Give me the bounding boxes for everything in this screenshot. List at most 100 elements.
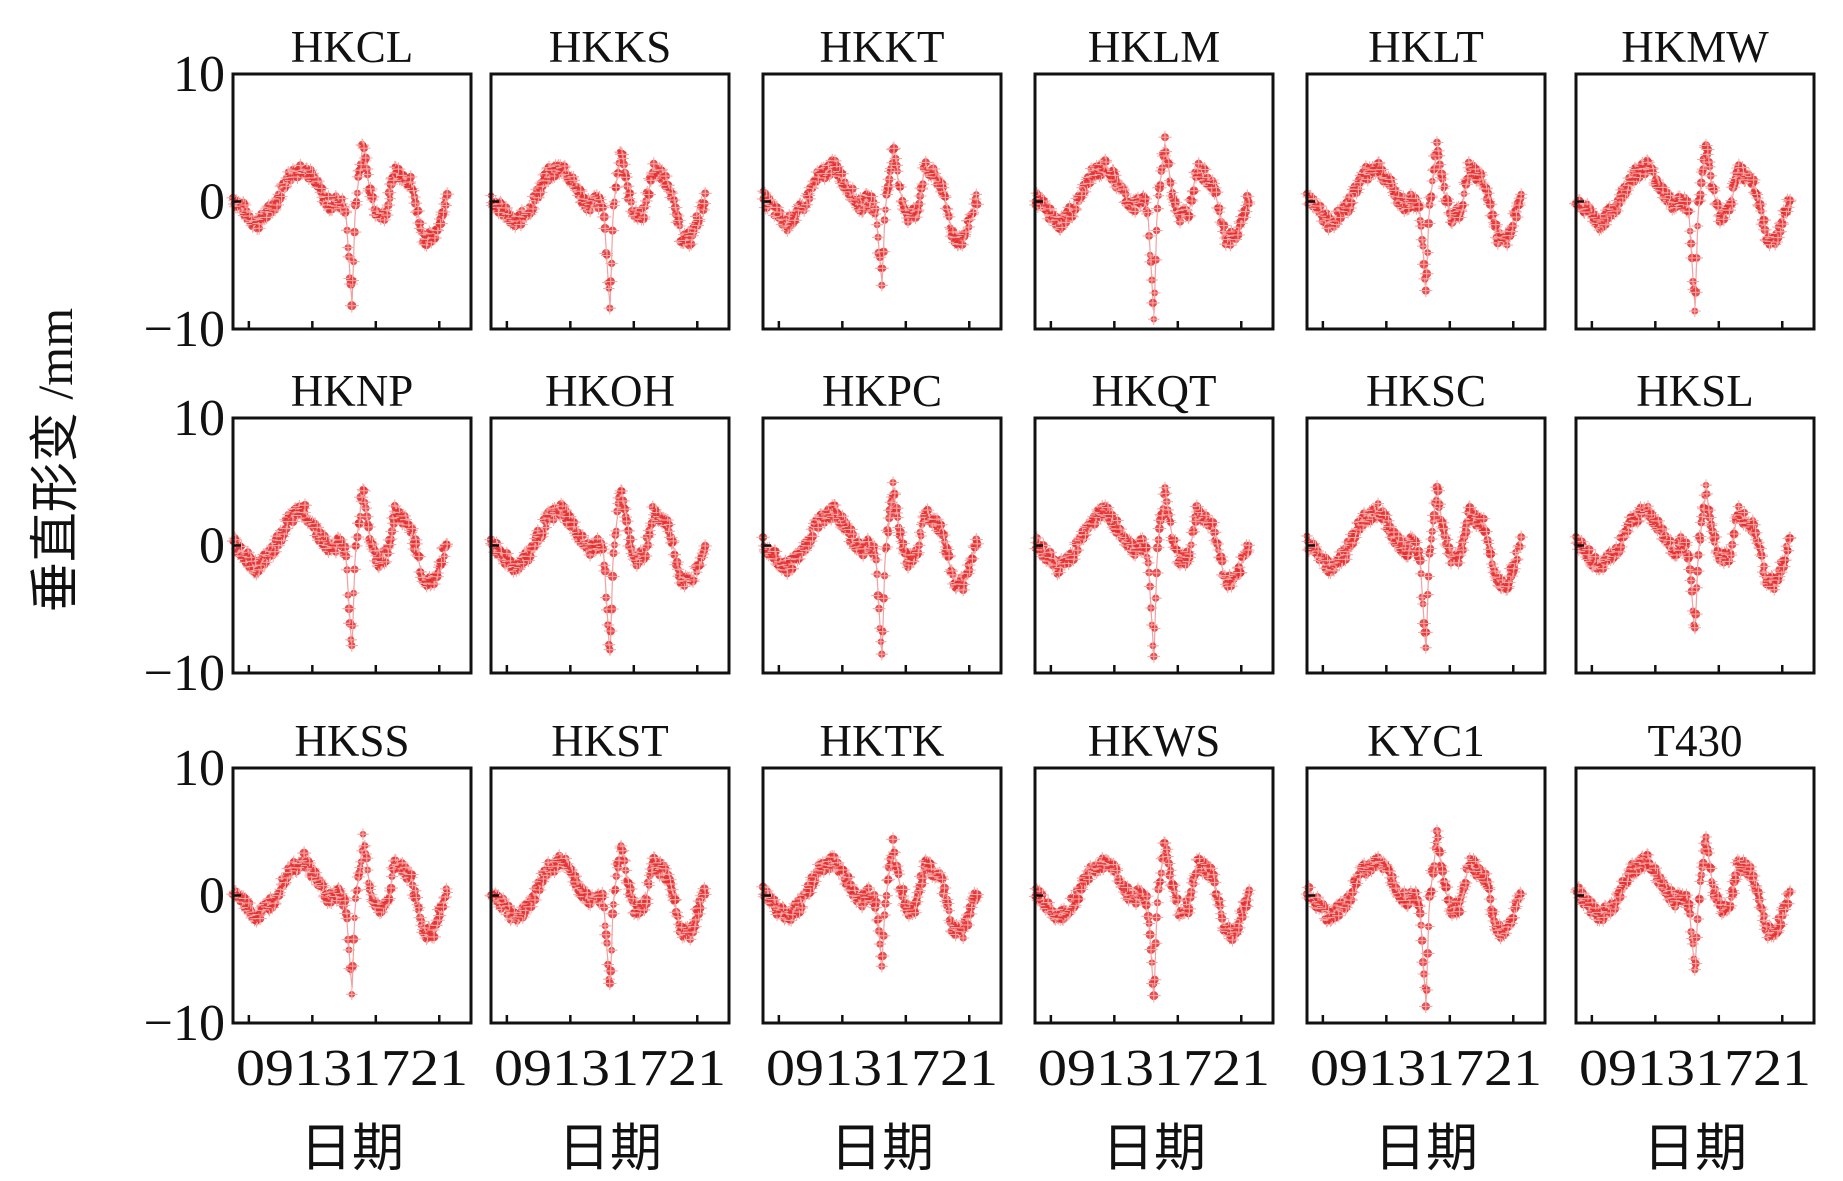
data-point — [280, 180, 293, 193]
data-point — [1438, 180, 1451, 193]
data-point — [597, 209, 612, 224]
data-point — [336, 192, 349, 205]
data-point — [1148, 313, 1160, 325]
panel-title: HKLM — [1088, 22, 1221, 72]
data-point — [603, 274, 618, 289]
panel-hkmw: HKMW — [1569, 22, 1816, 331]
x-axis-label: 日期 — [1643, 1121, 1747, 1178]
data-point — [1158, 130, 1172, 144]
data-point — [1430, 136, 1444, 149]
data-point — [599, 591, 613, 604]
data-point — [347, 225, 362, 239]
panel-hksl: HKSL — [1569, 366, 1816, 675]
data-point — [659, 169, 673, 183]
panel-hkpc: HKPC — [756, 366, 1003, 675]
data-point — [605, 257, 618, 270]
data-point — [350, 195, 363, 208]
data-point — [617, 157, 631, 172]
data-point — [363, 181, 378, 196]
data-point — [345, 639, 358, 652]
y-tick-label: 0 — [199, 868, 225, 925]
data-point — [346, 274, 359, 287]
data-point — [384, 881, 399, 896]
data-point — [436, 205, 451, 219]
data-point — [357, 141, 371, 155]
data-point — [1419, 999, 1433, 1014]
data-point — [1483, 892, 1497, 906]
data-point — [1420, 626, 1433, 639]
data-point — [361, 864, 374, 876]
x-tick-labels: 09131721 — [494, 1040, 726, 1097]
y-tick-label: 0 — [199, 518, 225, 575]
data-point — [1159, 487, 1173, 500]
x-axis-label: 日期 — [830, 1121, 934, 1178]
data-point — [345, 988, 358, 1001]
data-point — [887, 141, 901, 156]
data-point — [1147, 650, 1161, 663]
data-point — [1688, 621, 1702, 635]
y-axis-label: 垂直形变 /mm — [27, 308, 83, 612]
data-point — [1415, 933, 1429, 948]
data-point — [351, 187, 364, 199]
data-point — [876, 262, 889, 275]
data-point — [599, 919, 612, 932]
x-tick-labels: 09131721 — [236, 1040, 468, 1097]
y-tick-label: 10 — [173, 740, 225, 797]
x-tick-labels: 09131721 — [1310, 1040, 1542, 1097]
series-line — [1034, 143, 1250, 314]
data-point — [608, 538, 621, 551]
data-point — [367, 190, 380, 204]
data-point — [693, 213, 706, 226]
data-point — [1691, 548, 1706, 562]
data-point — [1152, 533, 1165, 547]
panels-grid: HKCL 10 0 −10 HKKS HKKT HKLM HKLT HKMW HKNP 10 0 −10… — [144, 22, 1816, 1178]
data-point — [1727, 527, 1742, 541]
panel-title: HKMW — [1621, 22, 1769, 72]
data-point — [886, 832, 900, 847]
data-point — [875, 960, 888, 973]
data-point — [1684, 236, 1698, 251]
data-point — [606, 546, 621, 560]
panel-title: HKOH — [545, 366, 675, 416]
panel-title: HKLT — [1368, 22, 1484, 72]
panel-hkst: HKST 09131721 日期 — [484, 716, 731, 1178]
data-point — [603, 302, 616, 315]
data-point — [875, 635, 887, 648]
panel-frame — [1574, 766, 1816, 1025]
data-point — [1413, 906, 1428, 921]
data-point — [1146, 988, 1161, 1003]
data-point — [361, 519, 376, 534]
data-point — [896, 882, 911, 897]
data-point — [1151, 202, 1164, 215]
data-point — [608, 196, 621, 208]
x-tick-labels: 09131721 — [766, 1040, 998, 1097]
data-point — [350, 539, 363, 552]
panel-hkws: HKWS 09131721 日期 — [1028, 716, 1275, 1178]
data-point — [361, 168, 374, 181]
x-axis-label: 日期 — [1102, 1121, 1206, 1178]
data-point — [347, 255, 360, 268]
panel-title: HKSC — [1366, 366, 1486, 416]
panel-title: HKSL — [1636, 366, 1754, 416]
data-point — [1458, 187, 1470, 200]
x-tick-labels: 09131721 — [1579, 1040, 1811, 1097]
data-point — [875, 648, 888, 661]
data-point — [440, 199, 453, 212]
data-point — [697, 196, 712, 211]
data-point — [1694, 175, 1709, 190]
data-point — [381, 208, 394, 222]
data-point — [886, 476, 900, 489]
data-point — [642, 187, 657, 202]
data-point — [348, 563, 361, 576]
data-point — [1148, 287, 1161, 299]
panel-t430: T430 09131721 日期 — [1570, 716, 1816, 1178]
data-point — [411, 204, 425, 218]
panel-hklt: HKLT — [1300, 22, 1547, 331]
x-axis-label: 日期 — [300, 1121, 404, 1178]
data-point — [1688, 305, 1701, 318]
data-point — [583, 204, 597, 218]
data-point — [359, 151, 373, 165]
data-point — [1757, 560, 1771, 573]
